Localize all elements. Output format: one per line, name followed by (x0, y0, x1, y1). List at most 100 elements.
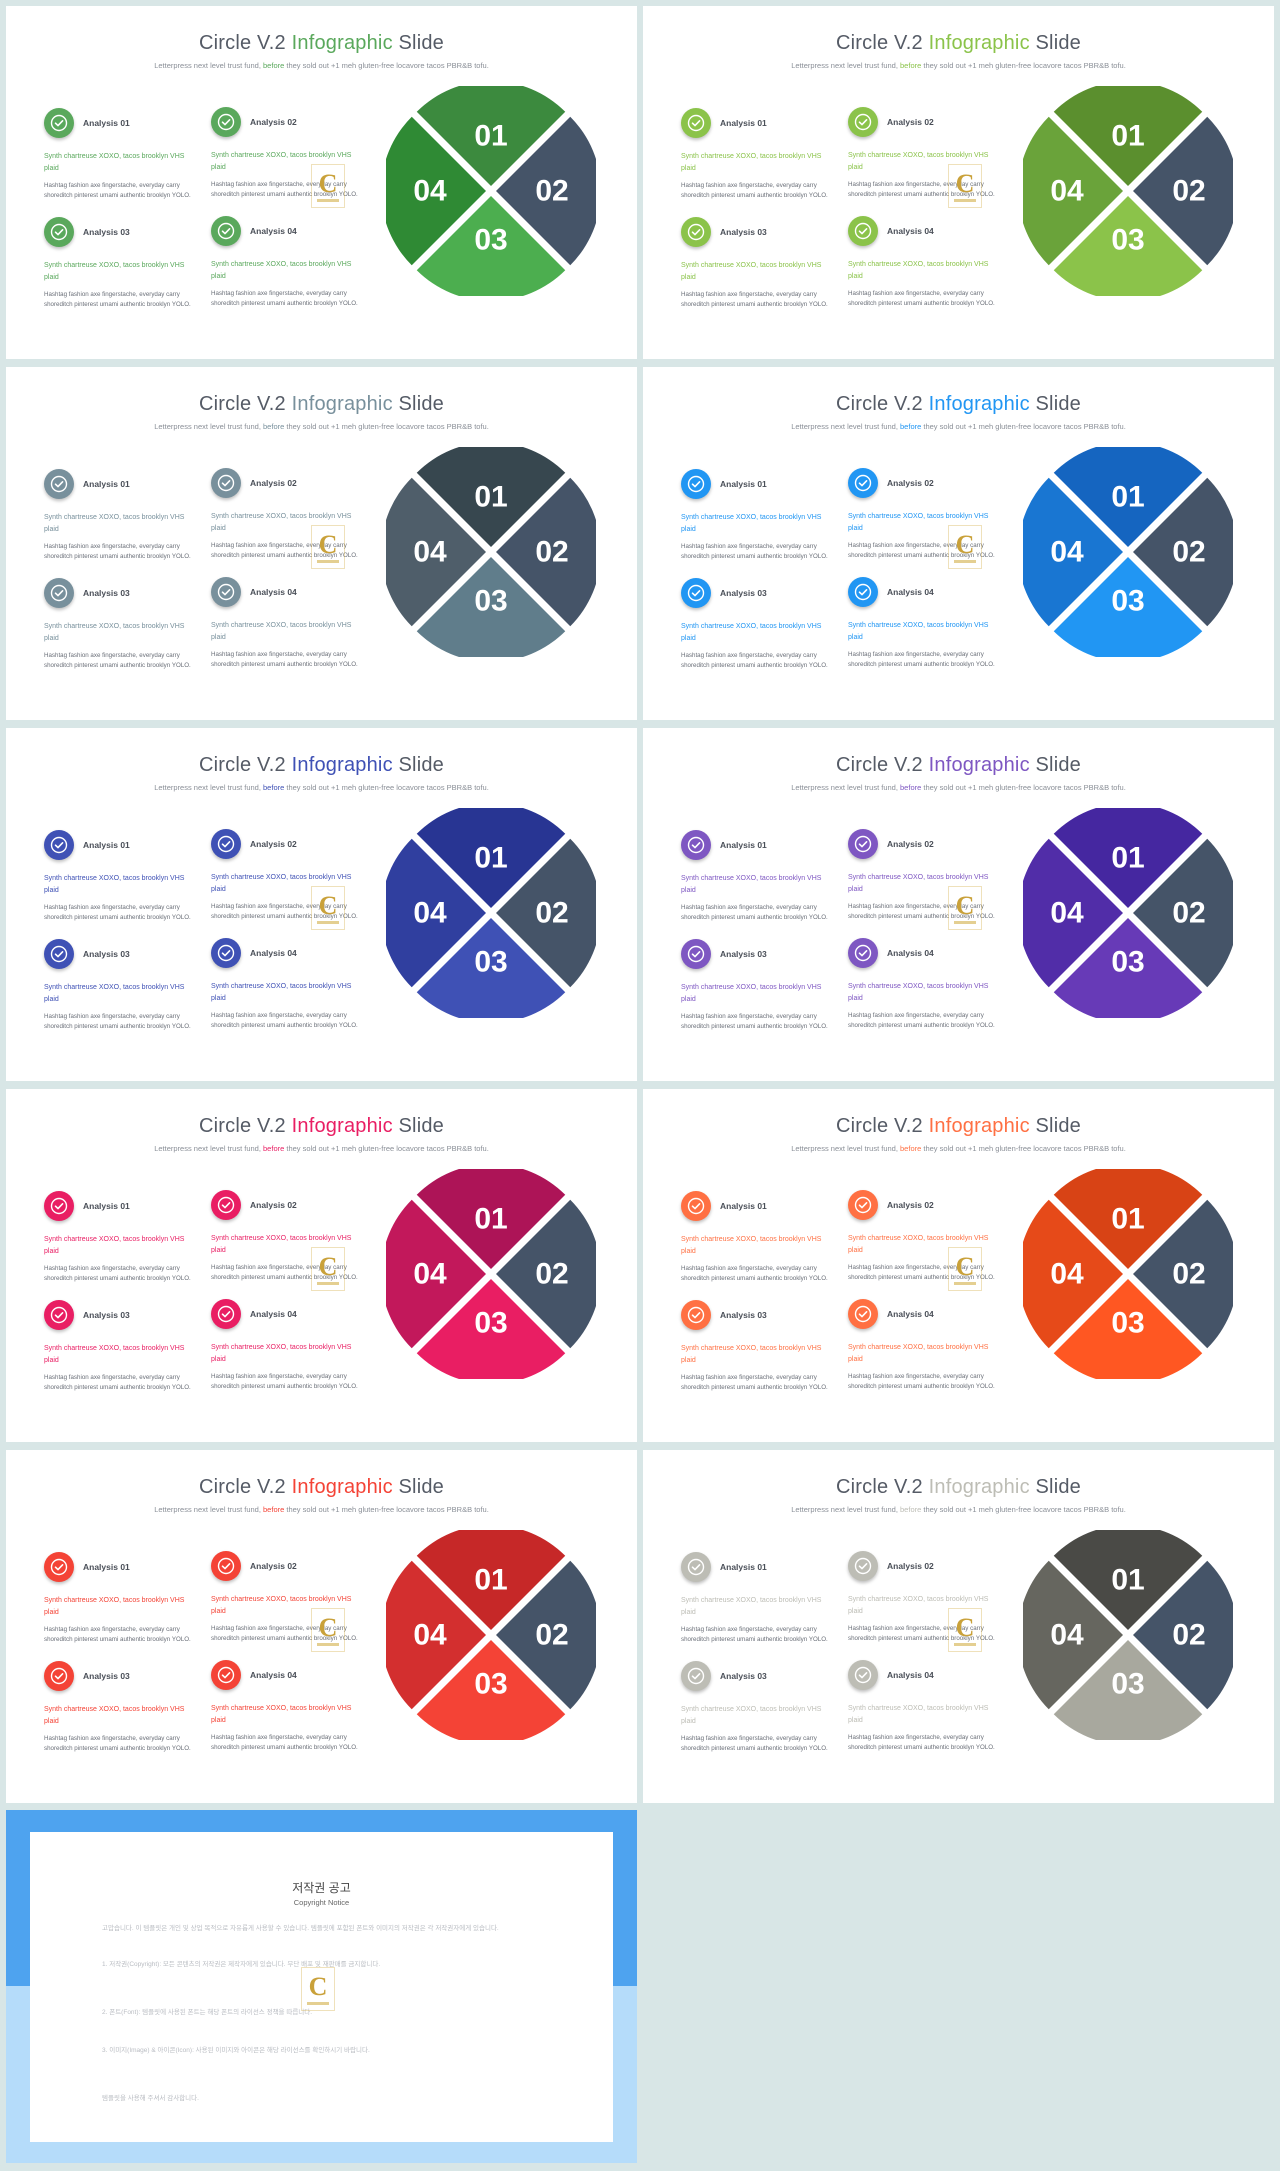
slide-subtitle: Letterpress next level trust fund, befor… (643, 783, 1274, 792)
analysis-title: Analysis 01 (720, 1201, 767, 1211)
analysis-body-text: Hashtag fashion axe fingerstache, everyd… (211, 1264, 358, 1281)
segment-01 (416, 86, 566, 186)
segment-01 (1053, 808, 1203, 908)
analysis-accent-text: Synth chartreuse XOXO, tacos brooklyn VH… (211, 874, 352, 893)
circle-infographic: 01 02 03 04 (1023, 1169, 1233, 1379)
analysis-accent-text: Synth chartreuse XOXO, tacos brooklyn VH… (848, 261, 989, 280)
analysis-body-text: Hashtag fashion axe fingerstache, everyd… (848, 1734, 995, 1751)
title-text: Circle V.2 (835, 32, 929, 54)
title-text: Circle V.2 (198, 754, 292, 776)
analysis-body-text: Hashtag fashion axe fingerstache, everyd… (681, 182, 828, 199)
check-circle-icon (681, 1552, 711, 1582)
analysis-body-text: Hashtag fashion axe fingerstache, everyd… (211, 1625, 358, 1642)
analysis-accent-text: Synth chartreuse XOXO, tacos brooklyn VH… (681, 262, 822, 281)
analysis-body-text: Hashtag fashion axe fingerstache, everyd… (44, 543, 191, 560)
check-circle-icon (44, 1552, 74, 1582)
subtitle-text: they sold out +1 meh gluten-free locavor… (921, 422, 1126, 431)
analysis-accent-text: Synth chartreuse XOXO, tacos brooklyn VH… (681, 1345, 822, 1364)
analysis-title: Analysis 02 (250, 478, 297, 488)
infographic-slide: Circle V.2 Infographic Slide Letterpress … (643, 728, 1274, 1081)
subtitle-text: Letterpress next level trust fund, (154, 783, 264, 792)
title-text: Circle V.2 (835, 1476, 929, 1498)
analysis-body-text: Hashtag fashion axe fingerstache, everyd… (848, 651, 995, 668)
analysis-title: Analysis 02 (250, 1200, 297, 1210)
slide-title: Circle V.2 Infographic Slide (643, 1115, 1274, 1138)
slide-title: Circle V.2 Infographic Slide (643, 393, 1274, 416)
analysis-title: Analysis 04 (250, 587, 297, 597)
subtitle-accent: before (263, 783, 285, 792)
segment-label: 02 (535, 897, 568, 930)
check-circle-icon (848, 1299, 878, 1329)
analysis-body-text: Hashtag fashion axe fingerstache, everyd… (681, 1626, 828, 1643)
gold-c-logo: C (948, 164, 982, 208)
notice-paragraph: 3. 이미지(Image) & 아이콘(Icon): 사용된 이미지와 아이콘은… (102, 2047, 370, 2054)
analysis-accent-text: Synth chartreuse XOXO, tacos brooklyn VH… (681, 1706, 822, 1725)
segment-label: 02 (535, 536, 568, 569)
check-circle-icon (211, 829, 241, 859)
analysis-accent-text: Synth chartreuse XOXO, tacos brooklyn VH… (211, 622, 352, 641)
segment-01 (416, 1169, 566, 1269)
segment-label: 02 (1172, 1619, 1205, 1652)
subtitle-accent: before (263, 61, 285, 70)
analysis-accent-text: Synth chartreuse XOXO, tacos brooklyn VH… (848, 1344, 989, 1363)
analysis-body-text: Hashtag fashion axe fingerstache, everyd… (681, 904, 828, 921)
gold-c-logo: C (311, 1608, 345, 1652)
segment-label: 03 (1111, 1307, 1144, 1340)
analysis-accent-text: Synth chartreuse XOXO, tacos brooklyn VH… (44, 1236, 185, 1255)
title-text: Circle V.2 (835, 1115, 929, 1137)
analysis-accent-text: Synth chartreuse XOXO, tacos brooklyn VH… (848, 152, 989, 171)
analysis-accent-text: Synth chartreuse XOXO, tacos brooklyn VH… (44, 153, 185, 172)
slide-subtitle: Letterpress next level trust fund, befor… (6, 1144, 637, 1153)
analysis-accent-text: Synth chartreuse XOXO, tacos brooklyn VH… (681, 514, 822, 533)
check-circle-icon (681, 108, 711, 138)
copyright-notice-slide: 저작권 공고 Copyright Notice 고맙습니다. 이 템플릿은 개인… (6, 1810, 637, 2163)
segment-03 (416, 557, 566, 657)
infographic-slide: Circle V.2 Infographic Slide Letterpress … (6, 1089, 637, 1442)
segment-label: 02 (1172, 897, 1205, 930)
slide-subtitle: Letterpress next level trust fund, befor… (6, 1505, 637, 1514)
analysis-accent-text: Synth chartreuse XOXO, tacos brooklyn VH… (681, 1236, 822, 1255)
analysis-accent-text: Synth chartreuse XOXO, tacos brooklyn VH… (681, 1597, 822, 1616)
infographic-slide: Circle V.2 Infographic Slide Letterpress … (6, 367, 637, 720)
analysis-body-text: Hashtag fashion axe fingerstache, everyd… (848, 290, 995, 307)
analysis-body-text: Hashtag fashion axe fingerstache, everyd… (848, 542, 995, 559)
analysis-body-text: Hashtag fashion axe fingerstache, everyd… (848, 1012, 995, 1029)
analysis-title: Analysis 02 (887, 1200, 934, 1210)
infographic-slide: Circle V.2 Infographic Slide Letterpress … (643, 6, 1274, 359)
check-circle-icon (681, 939, 711, 969)
analysis-accent-text: Synth chartreuse XOXO, tacos brooklyn VH… (848, 622, 989, 641)
title-accent: Infographic (928, 754, 1030, 776)
segment-03 (1053, 1279, 1203, 1379)
segment-label: 04 (1050, 1258, 1084, 1291)
segment-label: 04 (1050, 897, 1084, 930)
check-circle-icon (681, 578, 711, 608)
analysis-accent-text: Synth chartreuse XOXO, tacos brooklyn VH… (211, 1705, 352, 1724)
analysis-accent-text: Synth chartreuse XOXO, tacos brooklyn VH… (848, 1235, 989, 1254)
analysis-title: Analysis 04 (250, 226, 297, 236)
segment-label: 03 (1111, 946, 1144, 979)
analysis-title: Analysis 02 (250, 1561, 297, 1571)
segment-label: 01 (474, 1564, 507, 1597)
analysis-accent-text: Synth chartreuse XOXO, tacos brooklyn VH… (211, 152, 352, 171)
check-circle-icon (681, 1661, 711, 1691)
check-circle-icon (848, 1551, 878, 1581)
slide-subtitle: Letterpress next level trust fund, befor… (643, 1144, 1274, 1153)
segment-label: 02 (535, 1619, 568, 1652)
analysis-accent-text: Synth chartreuse XOXO, tacos brooklyn VH… (211, 513, 352, 532)
analysis-title: Analysis 02 (250, 839, 297, 849)
circle-infographic: 01 02 03 04 (386, 1169, 596, 1379)
subtitle-accent: before (263, 1505, 285, 1514)
gold-c-logo: C (948, 886, 982, 930)
slide-subtitle: Letterpress next level trust fund, befor… (6, 783, 637, 792)
segment-label: 04 (413, 175, 447, 208)
analysis-accent-text: Synth chartreuse XOXO, tacos brooklyn VH… (211, 1235, 352, 1254)
segment-label: 01 (1111, 1203, 1144, 1236)
segment-01 (1053, 1530, 1203, 1630)
analysis-body-text: Hashtag fashion axe fingerstache, everyd… (211, 181, 358, 198)
segment-label: 01 (1111, 842, 1144, 875)
analysis-title: Analysis 01 (720, 479, 767, 489)
segment-03 (416, 1279, 566, 1379)
analysis-title: Analysis 04 (887, 226, 934, 236)
segment-label: 03 (474, 1668, 507, 1701)
segment-04 (1023, 477, 1123, 627)
